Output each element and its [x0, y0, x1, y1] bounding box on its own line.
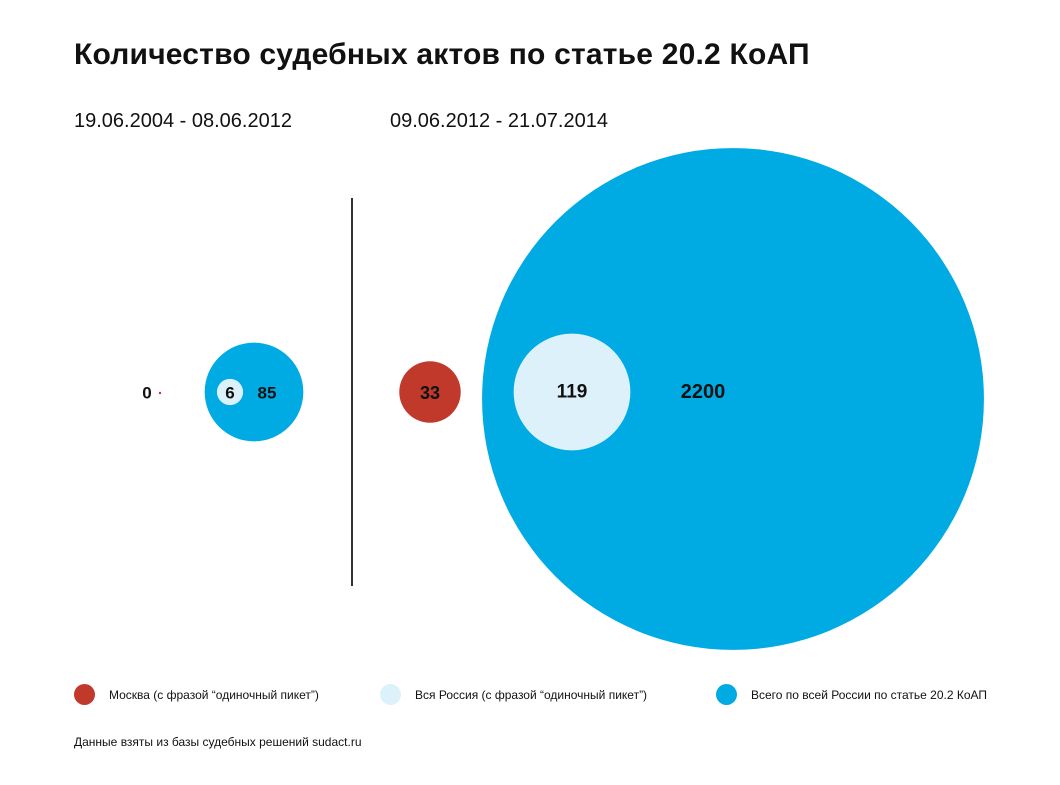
chart-title: Количество судебных актов по статье 20.2… [74, 38, 810, 71]
value-label-p2-russia-picket: 119 [557, 382, 588, 403]
bubble-chart: 0 6 85 33 119 2200 [142, 148, 984, 650]
value-label-p1-moscow: 0 [142, 384, 151, 403]
bubble-p2-moscow [399, 361, 461, 423]
source-note: Данные взяты из базы судебных решений su… [74, 735, 362, 749]
value-label-p2-russia-total: 2200 [681, 381, 726, 403]
bubble-p2-russia-total [482, 148, 984, 650]
legend-item-russia-total: Всего по всей России по статье 20.2 КоАП [716, 684, 987, 705]
legend-label-russia-picket: Вся Россия (с фразой “одиночный пикет”) [415, 687, 648, 702]
legend-item-moscow: Москва (с фразой “одиночный пикет”) [74, 684, 319, 705]
legend-item-russia-picket: Вся Россия (с фразой “одиночный пикет”) [380, 684, 647, 705]
legend-label-moscow: Москва (с фразой “одиночный пикет”) [109, 687, 319, 702]
value-label-p2-moscow: 33 [420, 383, 440, 403]
legend-label-russia-total: Всего по всей России по статье 20.2 КоАП [751, 687, 988, 702]
bubble-p1-moscow [158, 391, 162, 395]
legend-swatch-russia-picket [380, 684, 401, 705]
legend: Москва (с фразой “одиночный пикет”) Вся … [0, 684, 1060, 714]
legend-swatch-russia-total [716, 684, 737, 705]
legend-swatch-moscow [74, 684, 95, 705]
bubble-p1-russia-picket [216, 378, 244, 406]
value-label-p1-russia-total: 85 [258, 384, 277, 403]
value-label-p1-russia-picket: 6 [225, 384, 234, 403]
bubble-p1-russia-total [204, 342, 304, 442]
period-label-1: 19.06.2004 - 08.06.2012 [74, 110, 292, 132]
period-label-2: 09.06.2012 - 21.07.2014 [390, 110, 608, 132]
bubble-p2-russia-picket [513, 333, 631, 451]
